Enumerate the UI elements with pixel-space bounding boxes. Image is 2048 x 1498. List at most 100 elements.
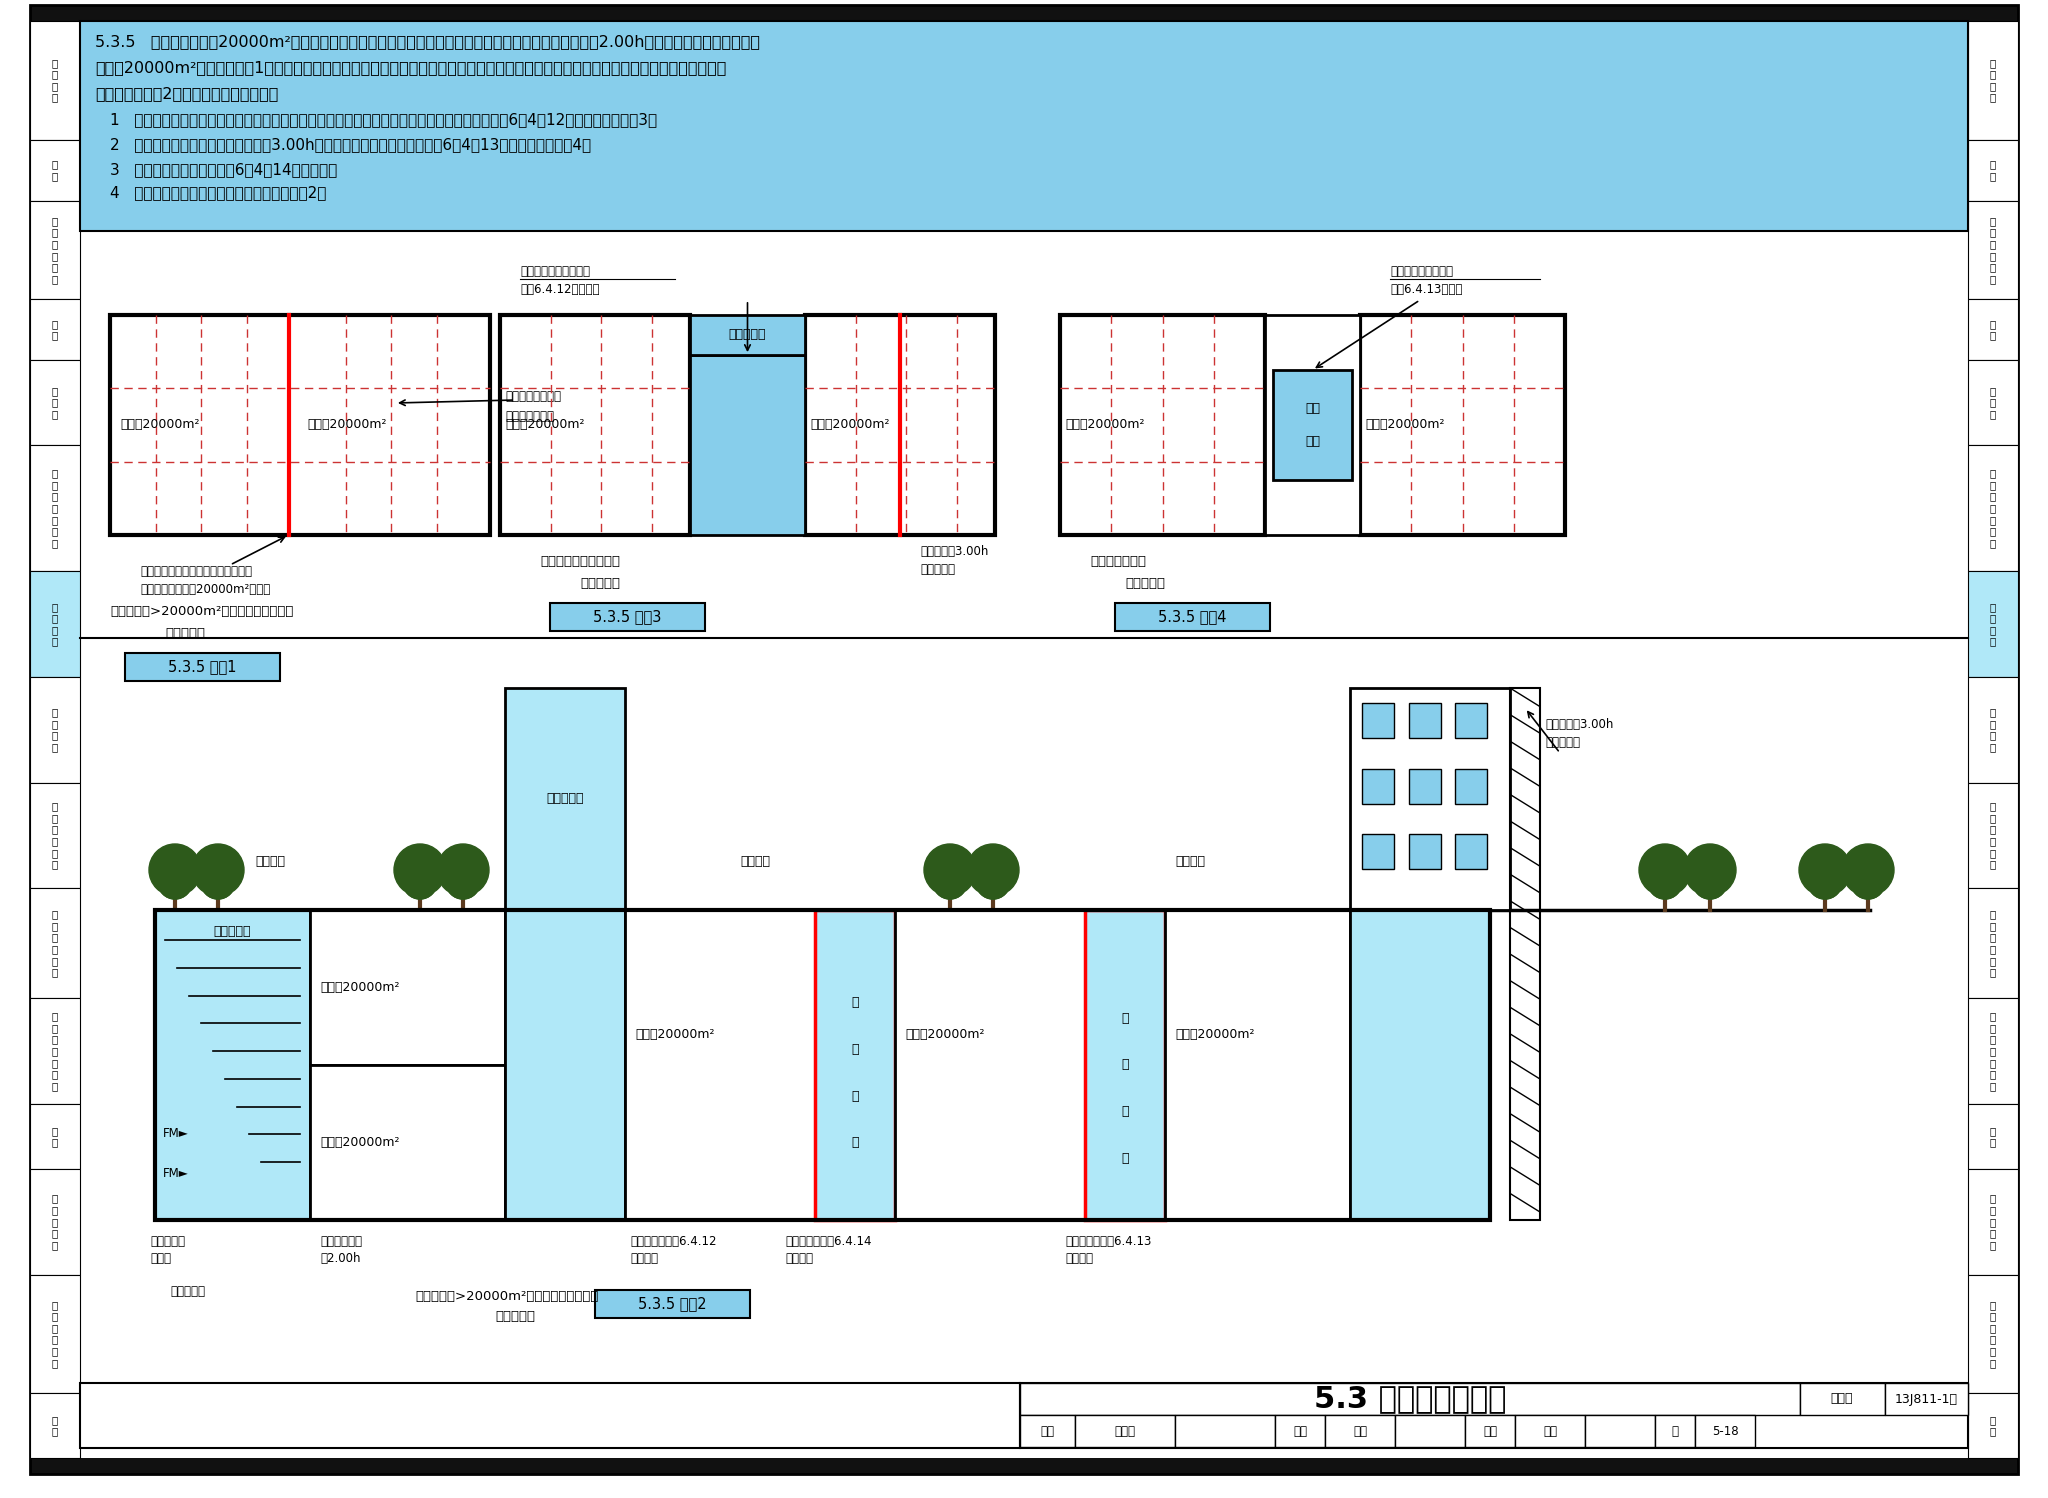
Bar — [1968, 361, 2017, 445]
Text: 进行连通【图示2】，并应符合下列规定：: 进行连通【图示2】，并应符合下列规定： — [94, 85, 279, 100]
Text: 木
建
结
构
筑: 木 建 结 构 筑 — [51, 1194, 57, 1249]
Text: 5-18: 5-18 — [1712, 1425, 1739, 1438]
Text: 面积＜20000m²: 面积＜20000m² — [811, 418, 889, 431]
Text: 供
暖
和
空
气
调
节: 供 暖 和 空 气 调 节 — [1991, 1011, 1997, 1091]
Bar — [1362, 703, 1395, 739]
Text: 平面示意图: 平面示意图 — [580, 577, 621, 590]
Bar — [80, 1383, 1020, 1449]
Bar — [1968, 999, 2017, 1104]
Bar — [1464, 1416, 1516, 1447]
Bar — [1884, 1383, 1968, 1416]
Text: 编
制
说
明: 编 制 说 明 — [1991, 58, 1997, 103]
Bar — [1968, 298, 2017, 361]
Circle shape — [393, 843, 446, 896]
Circle shape — [150, 843, 201, 896]
Text: 总
术
符
则
语
号: 总 术 符 则 语 号 — [1991, 216, 1997, 285]
Circle shape — [1798, 843, 1851, 896]
Circle shape — [977, 864, 1010, 899]
Text: 防火隔间应符合本图: 防火隔间应符合本图 — [1391, 265, 1452, 279]
Text: 高杰: 高杰 — [1354, 1425, 1366, 1438]
Bar — [1456, 703, 1487, 739]
Circle shape — [446, 864, 479, 899]
Text: 平面示意图: 平面示意图 — [1124, 577, 1165, 590]
Text: 应采用甲级: 应采用甲级 — [150, 1234, 184, 1248]
Bar — [596, 1290, 750, 1318]
Text: 示第6.4.12条的规定: 示第6.4.12条的规定 — [520, 283, 600, 297]
Text: 5.3.5 图示1: 5.3.5 图示1 — [168, 659, 236, 674]
Bar — [1968, 445, 2017, 571]
Circle shape — [1808, 864, 1841, 899]
Text: 耐火极限＞3.00h: 耐火极限＞3.00h — [1544, 718, 1614, 731]
Bar — [31, 677, 80, 782]
Text: 虚线为分隔区域内: 虚线为分隔区域内 — [506, 389, 561, 403]
Bar — [1456, 834, 1487, 869]
Text: 平面示意图: 平面示意图 — [166, 628, 205, 640]
Text: 厂
房: 厂 房 — [51, 319, 57, 340]
Text: 附
录: 附 录 — [51, 1414, 57, 1437]
Bar — [1114, 604, 1270, 631]
Bar — [500, 315, 690, 535]
Text: 用防火隔间连通: 用防火隔间连通 — [1090, 554, 1147, 568]
Circle shape — [934, 864, 967, 899]
Text: 下沉式广场: 下沉式广场 — [729, 328, 766, 342]
Text: 城
市
交
通
隧
道: 城 市 交 通 隧 道 — [51, 1300, 57, 1368]
Text: 4   防烟楼梯间的门应采用甲级防火门。【图示2】: 4 防烟楼梯间的门应采用甲级防火门。【图示2】 — [111, 184, 326, 201]
Bar — [1456, 768, 1487, 803]
Text: 附
录: 附 录 — [1991, 1414, 1997, 1437]
Text: 5.3.5   总建筑面积大于20000m²的地下或半地下商店，应采用无门、窗、洞口的防火墙、耐火极限不低于2.00h的楼板分隔为多个建筑面积: 5.3.5 总建筑面积大于20000m²的地下或半地下商店，应采用无门、窗、洞口… — [94, 34, 760, 49]
Text: 城
市
交
通
隧
道: 城 市 交 通 隧 道 — [1991, 1300, 1997, 1368]
Bar — [690, 315, 805, 355]
Text: 5.3 防火分区和层数: 5.3 防火分区和层数 — [1315, 1384, 1505, 1414]
Circle shape — [403, 864, 436, 899]
Bar — [309, 909, 506, 1065]
Text: 民
用
建
筑: 民 用 建 筑 — [51, 602, 57, 647]
Circle shape — [1808, 864, 1841, 899]
Bar — [625, 909, 815, 1219]
Text: 室外地面: 室外地面 — [1176, 855, 1204, 867]
Bar — [31, 1458, 2017, 1474]
Bar — [1085, 909, 1165, 1219]
Text: 消
防
设
备
设
置: 消 防 设 备 设 置 — [1991, 909, 1997, 977]
Text: 面积＜20000m²: 面积＜20000m² — [307, 418, 387, 431]
Circle shape — [1638, 843, 1692, 896]
Bar — [1968, 201, 2017, 298]
Text: 面积＜20000m²: 面积＜20000m² — [506, 418, 584, 431]
Bar — [506, 688, 625, 909]
Bar — [1516, 1416, 1585, 1447]
Text: 剖面示意图: 剖面示意图 — [496, 1309, 535, 1323]
Bar — [1325, 1416, 1395, 1447]
Bar — [1968, 1104, 2017, 1168]
Text: 间: 间 — [1120, 1152, 1128, 1164]
Text: 校对: 校对 — [1292, 1425, 1307, 1438]
Text: 5.3.5 图示4: 5.3.5 图示4 — [1157, 610, 1227, 625]
Text: 示第6.4.13的规定: 示第6.4.13的规定 — [1391, 283, 1462, 297]
Circle shape — [158, 864, 193, 899]
Text: FM►: FM► — [164, 1167, 188, 1180]
Bar — [1266, 315, 1360, 535]
Bar — [1075, 1416, 1176, 1447]
Bar — [80, 21, 1968, 231]
Bar — [156, 909, 309, 1219]
Circle shape — [1841, 843, 1894, 896]
Text: 的防火隔墙: 的防火隔墙 — [920, 563, 954, 577]
Text: 面积＜20000m²: 面积＜20000m² — [1176, 1028, 1255, 1041]
Text: 防: 防 — [1120, 1013, 1128, 1025]
Text: 和
仓
库: 和 仓 库 — [1991, 386, 1997, 419]
Bar — [1968, 782, 2017, 888]
Bar — [1360, 315, 1565, 535]
Text: 和
仓
库: 和 仓 库 — [51, 386, 57, 419]
Text: 设计: 设计 — [1483, 1425, 1497, 1438]
Bar — [506, 909, 625, 1219]
Bar — [1409, 768, 1440, 803]
Text: 应采用甲级: 应采用甲级 — [170, 1285, 205, 1297]
Text: 面积＜20000m²: 面积＜20000m² — [1366, 418, 1444, 431]
Text: 目
录: 目 录 — [51, 160, 57, 181]
Text: 蔡昭昀: 蔡昭昀 — [1114, 1425, 1135, 1438]
Bar — [31, 571, 80, 677]
Text: 面积＜20000m²: 面积＜20000m² — [121, 418, 199, 431]
Text: 3   避难走道应符合本规范第6．4．14条的规定；: 3 避难走道应符合本规范第6．4．14条的规定； — [111, 162, 338, 177]
Bar — [156, 909, 1491, 1219]
Text: 甲
乙
丙
建
筑
物
场: 甲 乙 丙 建 筑 物 场 — [51, 469, 57, 548]
Text: 电
气: 电 气 — [51, 1125, 57, 1147]
Text: 总建筑面积>20000m²的地下或半地下商店: 总建筑面积>20000m²的地下或半地下商店 — [416, 1290, 598, 1303]
